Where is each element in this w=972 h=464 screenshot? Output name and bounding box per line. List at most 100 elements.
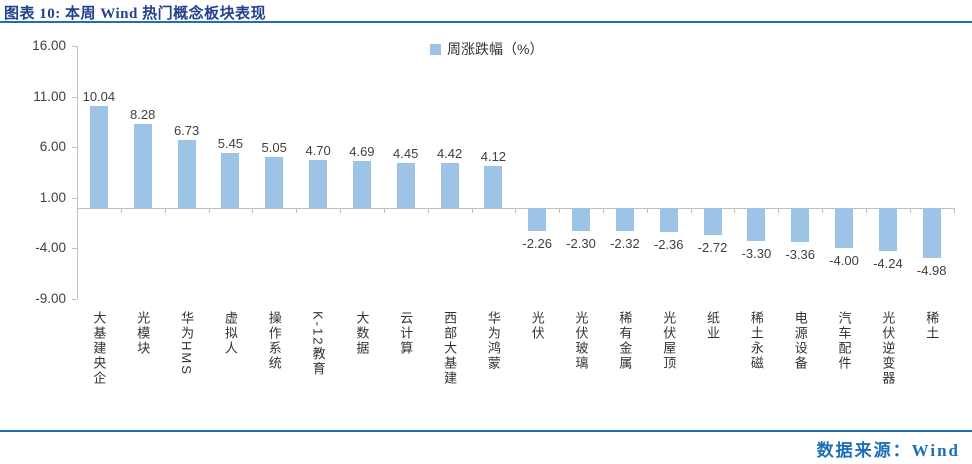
y-axis-tick-label: 6.00: [39, 139, 66, 155]
category-label: 光伏逆变器: [880, 311, 896, 386]
bar-value-label: 4.45: [393, 145, 419, 161]
bar: [352, 160, 371, 208]
category-label: 光伏屋顶: [661, 311, 677, 371]
bar: [221, 152, 240, 208]
data-source-label: 数据来源：Wind: [816, 441, 960, 460]
x-axis-tick: [953, 207, 955, 213]
bar-value-label: 4.69: [349, 143, 375, 159]
category-label: 光模块: [135, 311, 151, 356]
x-axis-tick: [734, 207, 736, 213]
y-axis-tick: [72, 147, 77, 149]
category-label: 华为HMS: [179, 311, 195, 376]
category-label: 操作系统: [266, 311, 282, 371]
bar: [922, 207, 941, 259]
bar-value-label: -2.36: [653, 236, 684, 252]
category-label: K-12教育: [310, 311, 326, 377]
x-axis-tick: [164, 207, 166, 213]
bar-value-label: 4.42: [436, 146, 463, 162]
bar-value-label: -2.32: [610, 236, 640, 252]
y-axis-tick: [72, 46, 77, 47]
x-axis-tick: [340, 207, 341, 213]
legend: 周涨跌幅（%）: [430, 39, 543, 59]
legend-swatch-icon: [430, 43, 441, 55]
bar: [703, 207, 722, 236]
x-axis-tick: [778, 207, 780, 213]
bar: [440, 163, 459, 208]
y-axis-tick-label: 16.00: [32, 38, 66, 53]
category-label: 虚拟人: [222, 311, 238, 356]
bar-value-label: -3.30: [741, 246, 772, 262]
y-axis-tick-label: -9.00: [35, 291, 66, 306]
x-axis-tick: [646, 207, 648, 213]
bar-value-label: -2.72: [697, 240, 728, 256]
bar-value-label: 5.05: [261, 139, 287, 155]
bar: [835, 207, 853, 249]
x-axis-tick: [427, 207, 429, 213]
bar: [484, 166, 503, 208]
category-label: 华为鸿蒙: [485, 311, 501, 371]
bar-value-label: -3.36: [785, 246, 815, 262]
bar-value-label: -2.30: [566, 236, 596, 252]
x-axis-tick: [120, 207, 122, 213]
bar: [265, 156, 284, 208]
category-label: 稀有金属: [617, 311, 633, 371]
y-axis-line: [77, 46, 78, 299]
category-label: 西部大基建: [442, 311, 458, 386]
x-axis-tick: [603, 207, 604, 213]
category-label: 大数据: [354, 311, 370, 356]
category-label: 大基建央企: [91, 311, 107, 386]
bar: [177, 139, 196, 208]
bar: [615, 207, 634, 232]
bar: [878, 207, 897, 251]
bar-value-label: 10.04: [82, 89, 116, 105]
x-axis-tick: [822, 207, 824, 213]
chart-title: 图表 10: 本周 Wind 热门概念板块表现: [4, 6, 267, 22]
y-axis-tick: [72, 96, 77, 98]
bar: [396, 162, 415, 208]
bar-value-label: 5.45: [217, 135, 244, 151]
bar: [659, 207, 678, 232]
y-axis-tick: [72, 248, 77, 250]
category-label: 纸业: [705, 311, 720, 341]
category-label: 电源设备: [792, 311, 808, 371]
bar-value-label: -4.24: [873, 255, 903, 271]
category-label: 云计算: [398, 311, 414, 356]
y-axis-tick-label: 11.00: [33, 88, 66, 104]
bar-value-label: 4.70: [305, 143, 331, 159]
x-axis-tick: [471, 207, 473, 213]
x-axis-tick: [690, 207, 692, 213]
x-axis-tick: [296, 207, 298, 213]
x-axis-tick: [515, 207, 517, 213]
bar-value-label: -4.00: [829, 253, 859, 269]
x-axis-tick: [77, 207, 78, 213]
bar-value-label: 4.12: [480, 149, 507, 165]
bar-value-label: 6.73: [173, 122, 200, 138]
bar: [133, 124, 152, 208]
legend-label: 周涨跌幅（%）: [447, 41, 544, 57]
bar-value-label: 8.28: [130, 107, 156, 123]
x-axis-tick: [865, 207, 867, 213]
y-axis-tick: [72, 197, 77, 199]
category-label: 光伏玻璃: [573, 311, 589, 371]
bar: [747, 207, 766, 242]
bar: [528, 207, 547, 231]
category-label: 光伏: [529, 311, 545, 341]
x-axis-tick: [252, 207, 254, 213]
y-axis-tick-label: 1.00: [39, 189, 66, 205]
bar: [309, 160, 328, 208]
category-label: 稀土永磁: [748, 311, 764, 371]
x-axis-tick: [909, 207, 911, 213]
x-axis-tick: [383, 207, 385, 213]
footer-rule: [0, 430, 972, 432]
y-axis-tick: [72, 299, 77, 300]
x-axis-tick: [559, 207, 561, 213]
category-label: 稀土: [924, 311, 940, 341]
bar-value-label: -4.98: [916, 263, 947, 279]
bar: [572, 207, 590, 232]
category-label: 汽车配件: [836, 311, 852, 371]
bar: [89, 106, 108, 208]
bar: [791, 207, 810, 242]
y-axis-tick-label: -4.00: [35, 240, 66, 256]
x-axis-tick: [208, 207, 210, 213]
